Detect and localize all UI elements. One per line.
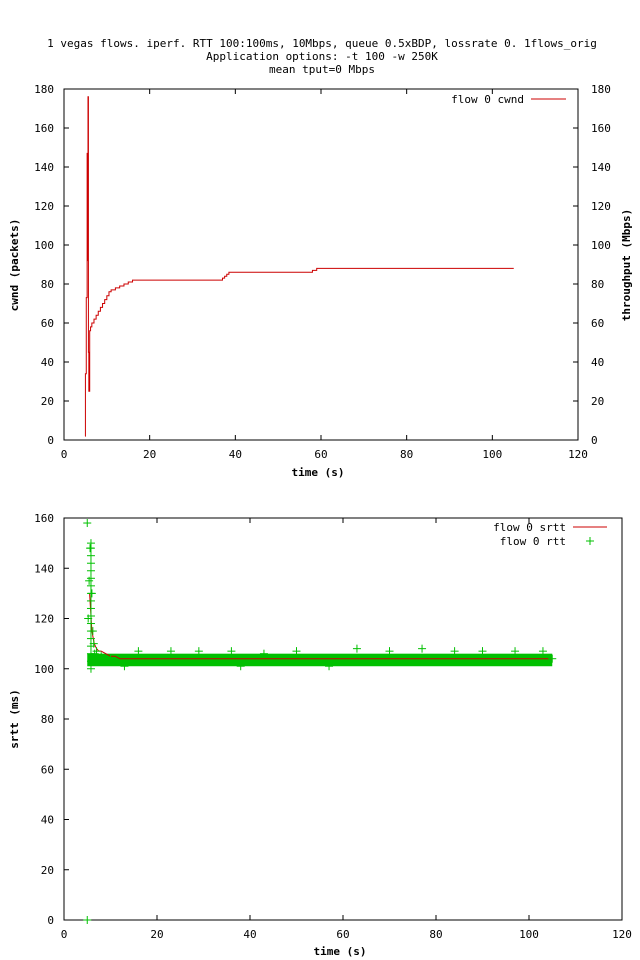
rtt-point — [87, 589, 95, 597]
y2-tick-label: 100 — [591, 239, 611, 252]
y-tick-label: 100 — [34, 663, 54, 676]
y2-tick-label: 120 — [591, 200, 611, 213]
rtt-point — [87, 604, 95, 612]
rtt-point — [83, 519, 91, 527]
y2-tick-label: 180 — [591, 83, 611, 96]
y2-tick-label: 160 — [591, 122, 611, 135]
rtt-point — [87, 597, 95, 605]
y-tick-label: 160 — [34, 122, 54, 135]
y-tick-label: 140 — [34, 562, 54, 575]
legend-label-cwnd: flow 0 cwnd — [451, 93, 524, 106]
y-tick-label: 80 — [41, 278, 54, 291]
rtt-point — [87, 582, 95, 590]
y-tick-label: 40 — [41, 814, 54, 827]
srtt-x-ticks: 0 20 40 60 80 100 120 — [61, 518, 632, 941]
y-tick-label: 160 — [34, 512, 54, 525]
x-tick-label: 80 — [429, 928, 442, 941]
srtt-legend: flow 0 srtt flow 0 rtt — [493, 521, 607, 548]
y2-tick-label: 60 — [591, 317, 604, 330]
x-tick-label: 40 — [243, 928, 256, 941]
legend-swatch-rtt — [586, 537, 594, 545]
y-tick-label: 0 — [47, 914, 54, 927]
y-tick-label: 120 — [34, 613, 54, 626]
chart-title-line3: mean tput=0 Mbps — [269, 63, 375, 76]
rtt-point — [83, 916, 91, 924]
legend-plus-marker — [586, 537, 594, 545]
rtt-dense-band — [87, 654, 552, 667]
x-tick-label: 100 — [482, 448, 502, 461]
y-tick-label: 100 — [34, 239, 54, 252]
rtt-point — [418, 645, 426, 653]
srtt-x-axis-label: time (s) — [314, 945, 367, 958]
x-tick-label: 0 — [61, 928, 68, 941]
srtt-y-axis-label: srtt (ms) — [8, 689, 21, 749]
y2-tick-label: 20 — [591, 395, 604, 408]
srtt-series — [83, 519, 556, 924]
x-tick-label: 100 — [519, 928, 539, 941]
cwnd-x-axis-label: time (s) — [292, 466, 345, 479]
cwnd-legend: flow 0 cwnd — [451, 93, 566, 106]
rtt-point — [353, 645, 361, 653]
y2-tick-label: 80 — [591, 278, 604, 291]
y-tick-label: 120 — [34, 200, 54, 213]
cwnd-series — [85, 97, 514, 436]
y-tick-label: 180 — [34, 83, 54, 96]
x-tick-label: 60 — [336, 928, 349, 941]
throughput-y2-ticks: 0 20 40 60 80 100 120 140 160 180 — [573, 83, 611, 447]
y-tick-label: 20 — [41, 395, 54, 408]
chart-title-line1: 1 vegas flows. iperf. RTT 100:100ms, 10M… — [47, 37, 597, 50]
cwnd-plot-frame — [64, 89, 578, 440]
rtt-point — [87, 552, 95, 560]
y-tick-label: 0 — [47, 434, 54, 447]
y-tick-label: 60 — [41, 317, 54, 330]
x-tick-label: 80 — [400, 448, 413, 461]
y-tick-label: 20 — [41, 864, 54, 877]
y-tick-label: 60 — [41, 763, 54, 776]
y-tick-label: 40 — [41, 356, 54, 369]
x-tick-label: 20 — [150, 928, 163, 941]
y-tick-label: 140 — [34, 161, 54, 174]
cwnd-line — [85, 97, 514, 436]
srtt-plot: 0 20 40 60 80 100 120 0 20 40 60 80 100 120 140 160 ti… — [8, 512, 632, 958]
x-tick-label: 120 — [568, 448, 588, 461]
x-tick-label: 40 — [229, 448, 242, 461]
x-tick-label: 0 — [61, 448, 68, 461]
x-tick-label: 60 — [314, 448, 327, 461]
throughput-y2-axis-label: throughput (Mbps) — [620, 209, 633, 322]
cwnd-plot: 0 20 40 60 80 100 120 0 20 40 60 80 100 120 140 160 180… — [8, 83, 633, 479]
rtt-point — [87, 627, 95, 635]
chart-title-line2: Application options: -t 100 -w 250K — [206, 50, 438, 63]
x-tick-label: 120 — [612, 928, 632, 941]
x-tick-label: 20 — [143, 448, 156, 461]
cwnd-x-ticks: 0 20 40 60 80 100 120 — [61, 89, 588, 461]
y-tick-label: 80 — [41, 713, 54, 726]
srtt-plot-frame — [64, 518, 622, 920]
legend-label-srtt: flow 0 srtt — [493, 521, 566, 534]
y2-tick-label: 140 — [591, 161, 611, 174]
y2-tick-label: 40 — [591, 356, 604, 369]
rtt-point — [87, 544, 95, 552]
legend-label-rtt: flow 0 rtt — [500, 535, 566, 548]
y2-tick-label: 0 — [591, 434, 598, 447]
cwnd-y-axis-label: cwnd (packets) — [8, 219, 21, 312]
rtt-point — [87, 559, 95, 567]
rtt-band-fill — [87, 654, 552, 667]
rtt-point — [87, 567, 95, 575]
